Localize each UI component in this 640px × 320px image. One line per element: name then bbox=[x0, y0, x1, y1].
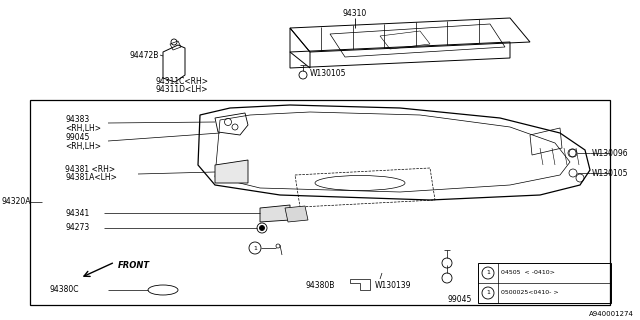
Text: 1: 1 bbox=[486, 291, 490, 295]
Text: W130105: W130105 bbox=[592, 169, 628, 178]
Text: 99045: 99045 bbox=[65, 133, 90, 142]
Text: 94273: 94273 bbox=[65, 223, 89, 233]
Text: A940001274: A940001274 bbox=[589, 311, 634, 317]
Circle shape bbox=[259, 226, 264, 230]
Text: 94311D<LH>: 94311D<LH> bbox=[155, 84, 207, 93]
Text: 94472B: 94472B bbox=[130, 51, 159, 60]
Text: 94380B: 94380B bbox=[305, 281, 334, 290]
Text: 0500025<0410- >: 0500025<0410- > bbox=[501, 291, 559, 295]
Polygon shape bbox=[260, 205, 290, 222]
Text: 1: 1 bbox=[486, 270, 490, 276]
Text: W130096: W130096 bbox=[592, 148, 628, 157]
Text: W130139: W130139 bbox=[375, 281, 412, 290]
Text: 1: 1 bbox=[253, 245, 257, 251]
Text: FRONT: FRONT bbox=[118, 260, 150, 269]
Text: 94381 <RH>: 94381 <RH> bbox=[65, 165, 115, 174]
Text: 99045: 99045 bbox=[447, 295, 472, 305]
Text: 94341: 94341 bbox=[65, 209, 89, 218]
Text: <RH,LH>: <RH,LH> bbox=[65, 141, 101, 150]
Text: 94310: 94310 bbox=[343, 10, 367, 19]
Bar bbox=[30, 100, 610, 305]
Bar bbox=[478, 263, 611, 303]
Polygon shape bbox=[215, 160, 248, 183]
Text: 94380C: 94380C bbox=[50, 285, 79, 294]
Polygon shape bbox=[285, 206, 308, 222]
Text: 94311C<RH>: 94311C<RH> bbox=[155, 77, 208, 86]
Text: W130105: W130105 bbox=[310, 68, 346, 77]
Text: 04505  < -0410>: 04505 < -0410> bbox=[501, 270, 555, 276]
Text: <RH,LH>: <RH,LH> bbox=[65, 124, 101, 132]
Text: 94381A<LH>: 94381A<LH> bbox=[65, 173, 117, 182]
Text: 94383: 94383 bbox=[65, 116, 89, 124]
Text: 94320A: 94320A bbox=[2, 197, 31, 206]
